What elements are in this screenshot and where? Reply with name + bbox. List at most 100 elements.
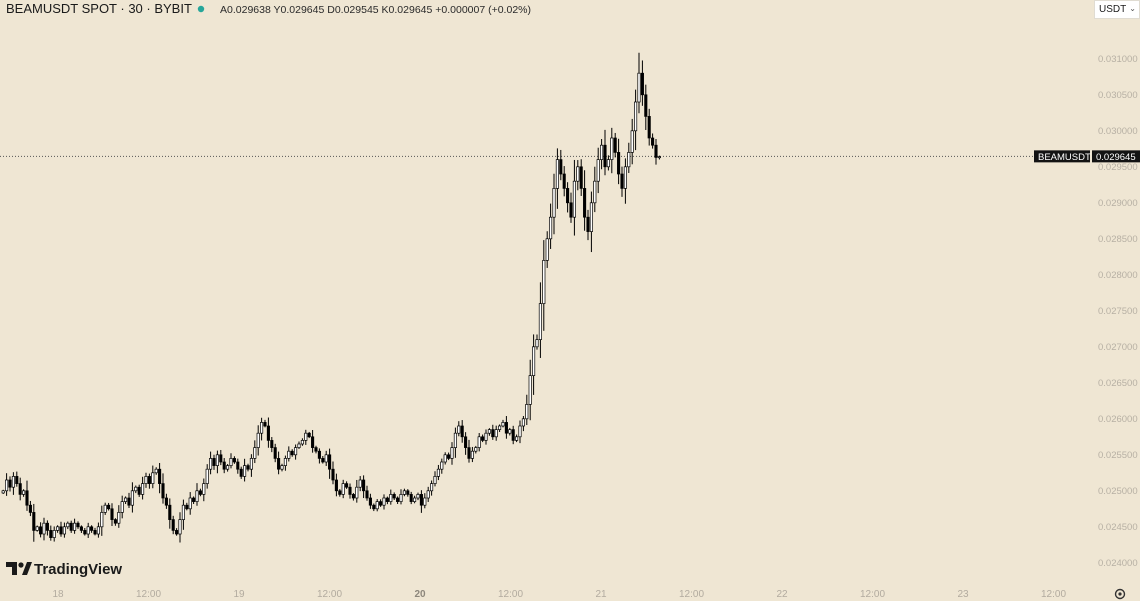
candle — [433, 476, 437, 484]
candle — [406, 490, 410, 495]
candle — [484, 432, 488, 441]
candle — [528, 375, 532, 405]
gear-icon[interactable] — [1114, 588, 1126, 600]
candle — [521, 418, 525, 427]
candle — [481, 436, 485, 441]
candle — [249, 458, 253, 470]
candle — [372, 504, 376, 510]
candle — [375, 501, 379, 510]
candle — [572, 180, 576, 218]
candle — [525, 404, 529, 420]
candle — [198, 490, 202, 495]
candle — [559, 159, 563, 175]
candle — [501, 422, 505, 427]
candle — [416, 494, 420, 499]
candle — [76, 522, 80, 528]
candle — [215, 454, 219, 466]
y-tick-label: 0.026000 — [1098, 414, 1138, 425]
candle — [96, 526, 100, 535]
candle — [538, 303, 542, 340]
chevron-down-icon: ⌄ — [1129, 4, 1136, 13]
candle — [253, 447, 257, 459]
candle — [266, 425, 270, 441]
candle — [56, 526, 60, 531]
candle — [205, 468, 209, 484]
y-tick-label: 0.030500 — [1098, 90, 1138, 101]
candle — [637, 72, 641, 103]
x-tick-label: 12:00 — [679, 589, 704, 600]
candle — [226, 465, 230, 470]
candle — [222, 461, 226, 470]
y-tick-label: 0.027500 — [1098, 306, 1138, 317]
time-axis[interactable]: 18 12:00 19 12:00 20 12:00 21 12:00 22 12:00 23 12:… — [52, 589, 1066, 600]
candle — [324, 454, 328, 463]
candle — [260, 422, 264, 434]
candle — [569, 202, 573, 218]
y-tick-label: 0.024000 — [1098, 558, 1138, 569]
candle — [440, 461, 444, 470]
candle — [640, 72, 644, 96]
candle — [358, 479, 362, 488]
candle — [379, 501, 383, 506]
y-tick-label: 0.026500 — [1098, 378, 1138, 389]
candle — [151, 472, 155, 484]
x-tick-label: 18 — [52, 589, 64, 600]
candle — [382, 497, 386, 506]
price-tag-value: 0.029645 — [1096, 152, 1136, 163]
candle — [137, 486, 141, 495]
candle — [423, 497, 427, 506]
candle — [73, 522, 77, 531]
candle — [651, 137, 655, 146]
candle — [28, 504, 32, 513]
currency-dropdown[interactable]: USDT ⌄ — [1094, 0, 1140, 19]
candle — [66, 522, 70, 528]
tradingview-logo[interactable]: TradingView — [6, 561, 122, 578]
candle — [311, 436, 315, 448]
candle — [15, 476, 19, 484]
y-tick-label: 0.028000 — [1098, 270, 1138, 281]
x-tick-label: 12:00 — [498, 589, 523, 600]
candle — [362, 479, 366, 492]
candle — [351, 494, 355, 499]
candle — [69, 522, 73, 531]
candle — [304, 432, 308, 441]
candle — [610, 137, 614, 160]
candle — [613, 137, 617, 153]
candle — [188, 497, 192, 510]
candle — [141, 483, 145, 495]
symbol-title[interactable]: BEAMUSDT SPOT · 30 · BYBIT — [6, 1, 192, 16]
candle — [657, 156, 661, 159]
candle — [229, 458, 233, 466]
candle — [59, 526, 63, 535]
candle — [331, 468, 335, 481]
candle — [545, 238, 549, 261]
candle — [297, 443, 301, 448]
price-tag-symbol-bg — [1034, 150, 1090, 163]
candle — [8, 479, 12, 488]
candle — [273, 447, 277, 459]
candle — [389, 494, 393, 502]
candle — [552, 188, 556, 218]
candle — [11, 476, 15, 488]
candle — [39, 526, 43, 535]
chart-legend: BEAMUSDT SPOT · 30 · BYBIT A0.029638 Y0.… — [6, 1, 531, 16]
candle — [32, 512, 36, 531]
x-tick-label: 12:00 — [860, 589, 885, 600]
candle — [161, 483, 165, 499]
y-tick-label: 0.024500 — [1098, 522, 1138, 533]
candle — [467, 447, 471, 459]
candle — [164, 497, 168, 506]
candle — [341, 483, 345, 495]
candle — [627, 152, 631, 168]
price-tag-symbol: BEAMUSDT — [1038, 152, 1091, 163]
candle — [491, 429, 495, 438]
candle — [243, 465, 247, 477]
candle — [314, 447, 318, 452]
candle — [178, 519, 182, 535]
x-tick-label: 20 — [414, 589, 426, 600]
tradingview-logo-text: TradingView — [34, 561, 122, 578]
price-axis[interactable]: 0.031000 0.030500 0.030000 0.029500 0.029000… — [1098, 54, 1138, 569]
candle — [192, 497, 196, 502]
